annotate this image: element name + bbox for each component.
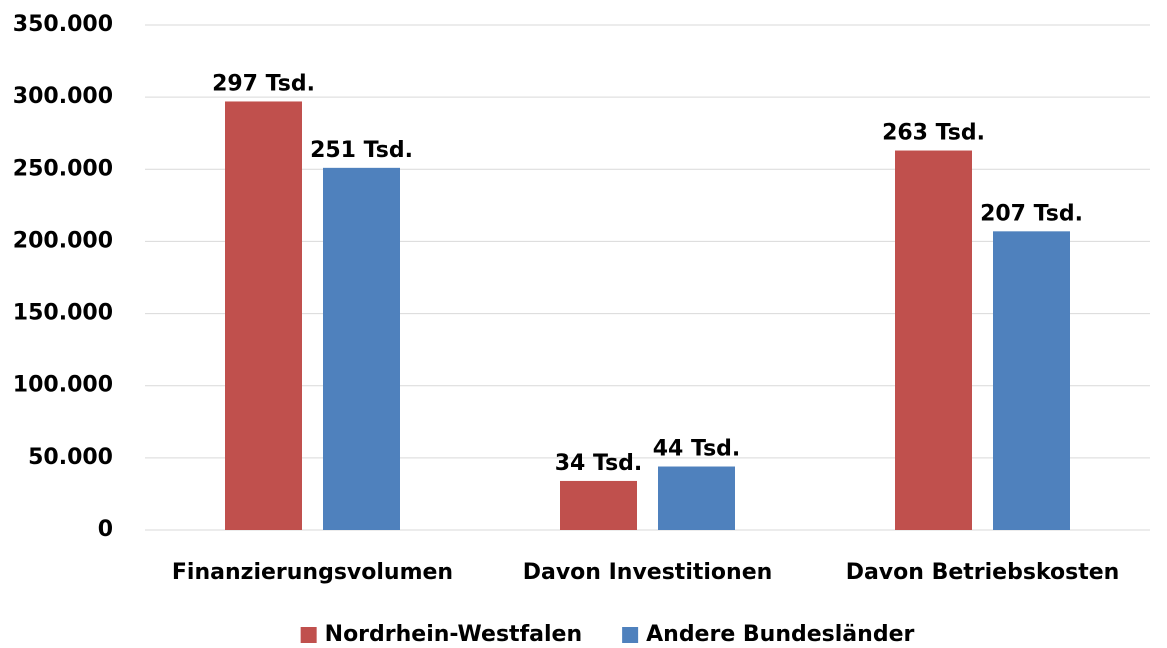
bar <box>895 150 972 530</box>
value-label: 251 Tsd. <box>310 138 413 163</box>
y-tick-label: 200.000 <box>13 228 113 253</box>
y-tick-label: 350.000 <box>13 12 113 37</box>
y-tick-label: 300.000 <box>13 84 113 109</box>
y-tick-label: 0 <box>98 517 113 542</box>
x-tick-label: Davon Betriebskosten <box>846 560 1120 585</box>
legend-swatch <box>622 627 639 643</box>
y-tick-label: 50.000 <box>28 445 113 470</box>
value-label: 34 Tsd. <box>555 451 643 476</box>
legend-label: Nordrhein-Westfalen <box>325 622 582 647</box>
value-label: 297 Tsd. <box>212 71 315 96</box>
x-tick-label: Finanzierungsvolumen <box>172 560 453 585</box>
x-tick-label: Davon Investitionen <box>523 560 773 585</box>
bar <box>560 480 637 530</box>
bar <box>658 466 735 530</box>
y-tick-label: 250.000 <box>13 156 113 181</box>
legend-swatch <box>300 627 317 643</box>
bar <box>323 167 400 531</box>
legend-label: Andere Bundesländer <box>646 622 914 647</box>
y-tick-label: 100.000 <box>13 373 113 398</box>
value-label: 44 Tsd. <box>653 437 741 462</box>
bar <box>225 101 302 530</box>
value-label: 207 Tsd. <box>980 201 1083 226</box>
value-label: 263 Tsd. <box>882 121 985 146</box>
bar <box>993 231 1070 531</box>
y-tick-label: 150.000 <box>13 301 113 326</box>
